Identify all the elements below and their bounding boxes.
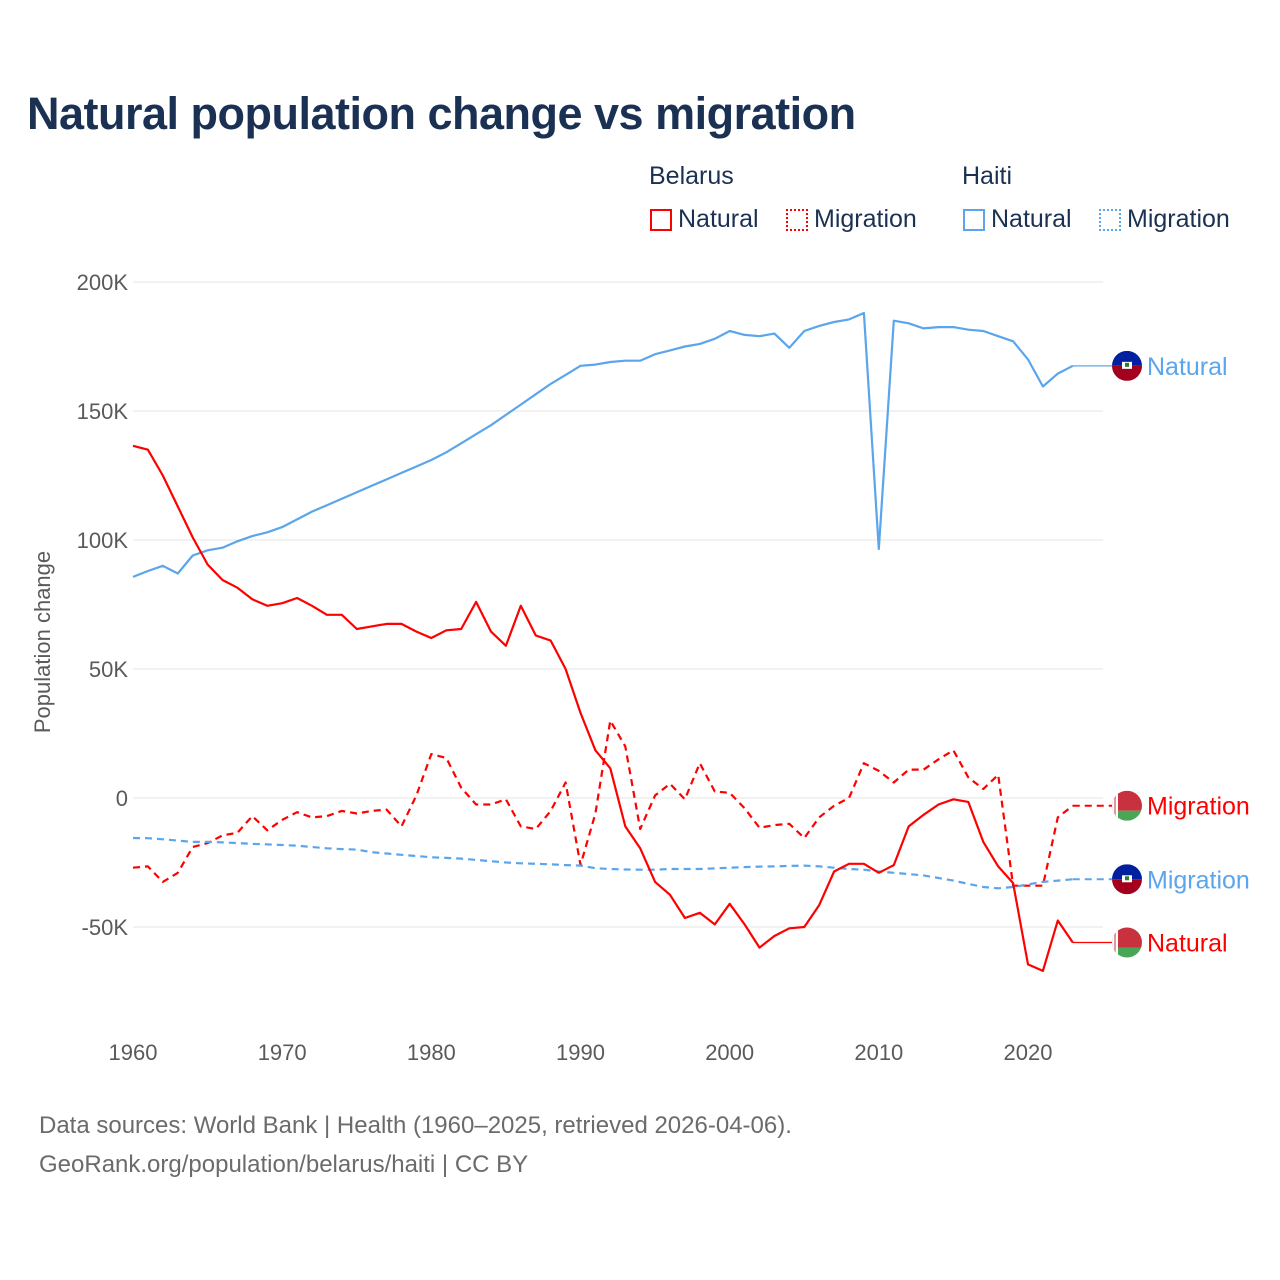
legend-swatch-solid [963, 208, 985, 231]
series-line-belarus-migration [132, 719, 1074, 887]
legend-belarus-natural[interactable]: Natural [650, 205, 759, 234]
legend-swatch-dashed [1099, 208, 1121, 231]
footer: Data sources: World Bank | Health (1960–… [39, 1106, 792, 1184]
y-tick-label: -50K [82, 915, 129, 940]
legend-haiti-migration[interactable]: Migration [1099, 205, 1230, 234]
y-tick-label: 200K [77, 270, 129, 295]
belarus-flag-icon [1112, 927, 1142, 958]
series-line-haiti-migration [132, 836, 1073, 890]
series-line-belarus-natural [132, 444, 1074, 973]
series-end-label: Natural [1147, 353, 1228, 381]
haiti-flag-icon [1112, 350, 1142, 381]
x-tick-label: 1990 [556, 1040, 605, 1065]
legend-belarus-migration[interactable]: Migration [786, 205, 917, 234]
legend-label: Migration [1127, 205, 1230, 233]
series-line-haiti-natural [132, 311, 1074, 578]
series-end-label: Migration [1147, 866, 1250, 894]
y-tick-label: 150K [77, 399, 129, 424]
x-tick-label: 1980 [407, 1040, 456, 1065]
x-tick-label: 2010 [854, 1040, 903, 1065]
legend-swatch-solid [650, 208, 672, 231]
chart-title: Natural population change vs migration [27, 88, 856, 139]
y-tick-label: 100K [77, 528, 129, 553]
y-tick-label: 50K [89, 657, 128, 682]
series-end-label: Migration [1147, 793, 1250, 821]
x-tick-label: 1970 [258, 1040, 307, 1065]
haiti-flag-icon [1112, 864, 1142, 895]
legend-label: Natural [991, 205, 1072, 233]
legend-label: Natural [678, 205, 759, 233]
legend-group-haiti: Haiti [962, 162, 1013, 190]
y-axis-label: Population change [30, 551, 55, 733]
data-source-note: Data sources: World Bank | Health (1960–… [39, 1112, 792, 1139]
legend-group-belarus: Belarus [649, 162, 734, 190]
y-tick-label: 0 [116, 786, 128, 811]
legend-label: Migration [814, 205, 917, 233]
legend-haiti-natural[interactable]: Natural [963, 205, 1072, 234]
x-tick-label: 2000 [705, 1040, 754, 1065]
belarus-flag-icon [1112, 790, 1142, 821]
x-tick-label: 1960 [109, 1040, 158, 1065]
x-tick-label: 2020 [1004, 1040, 1053, 1065]
series-end-label: Natural [1147, 929, 1228, 957]
source-link[interactable]: GeoRank.org/population/belarus/haiti | C… [39, 1151, 529, 1178]
legend-swatch-dashed [786, 208, 808, 231]
